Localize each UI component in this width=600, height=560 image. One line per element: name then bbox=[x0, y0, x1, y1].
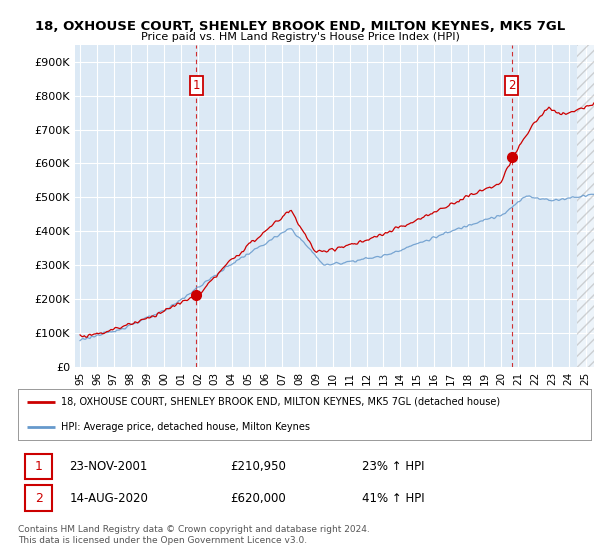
Bar bbox=[577, 45, 594, 367]
Text: 18, OXHOUSE COURT, SHENLEY BROOK END, MILTON KEYNES, MK5 7GL (detached house): 18, OXHOUSE COURT, SHENLEY BROOK END, MI… bbox=[61, 397, 500, 407]
Text: 41% ↑ HPI: 41% ↑ HPI bbox=[362, 492, 424, 505]
Text: 14-AUG-2020: 14-AUG-2020 bbox=[70, 492, 148, 505]
Text: 1: 1 bbox=[193, 79, 200, 92]
Text: HPI: Average price, detached house, Milton Keynes: HPI: Average price, detached house, Milt… bbox=[61, 422, 310, 432]
Text: 2: 2 bbox=[508, 79, 515, 92]
Text: 18, OXHOUSE COURT, SHENLEY BROOK END, MILTON KEYNES, MK5 7GL: 18, OXHOUSE COURT, SHENLEY BROOK END, MI… bbox=[35, 20, 565, 32]
Text: 23% ↑ HPI: 23% ↑ HPI bbox=[362, 460, 424, 473]
Text: Contains HM Land Registry data © Crown copyright and database right 2024.
This d: Contains HM Land Registry data © Crown c… bbox=[18, 525, 370, 545]
Text: 1: 1 bbox=[35, 460, 43, 473]
FancyBboxPatch shape bbox=[25, 454, 52, 479]
Text: 23-NOV-2001: 23-NOV-2001 bbox=[70, 460, 148, 473]
Text: £620,000: £620,000 bbox=[230, 492, 286, 505]
Text: 2: 2 bbox=[35, 492, 43, 505]
FancyBboxPatch shape bbox=[25, 486, 52, 511]
Text: £210,950: £210,950 bbox=[230, 460, 286, 473]
Text: Price paid vs. HM Land Registry's House Price Index (HPI): Price paid vs. HM Land Registry's House … bbox=[140, 32, 460, 43]
